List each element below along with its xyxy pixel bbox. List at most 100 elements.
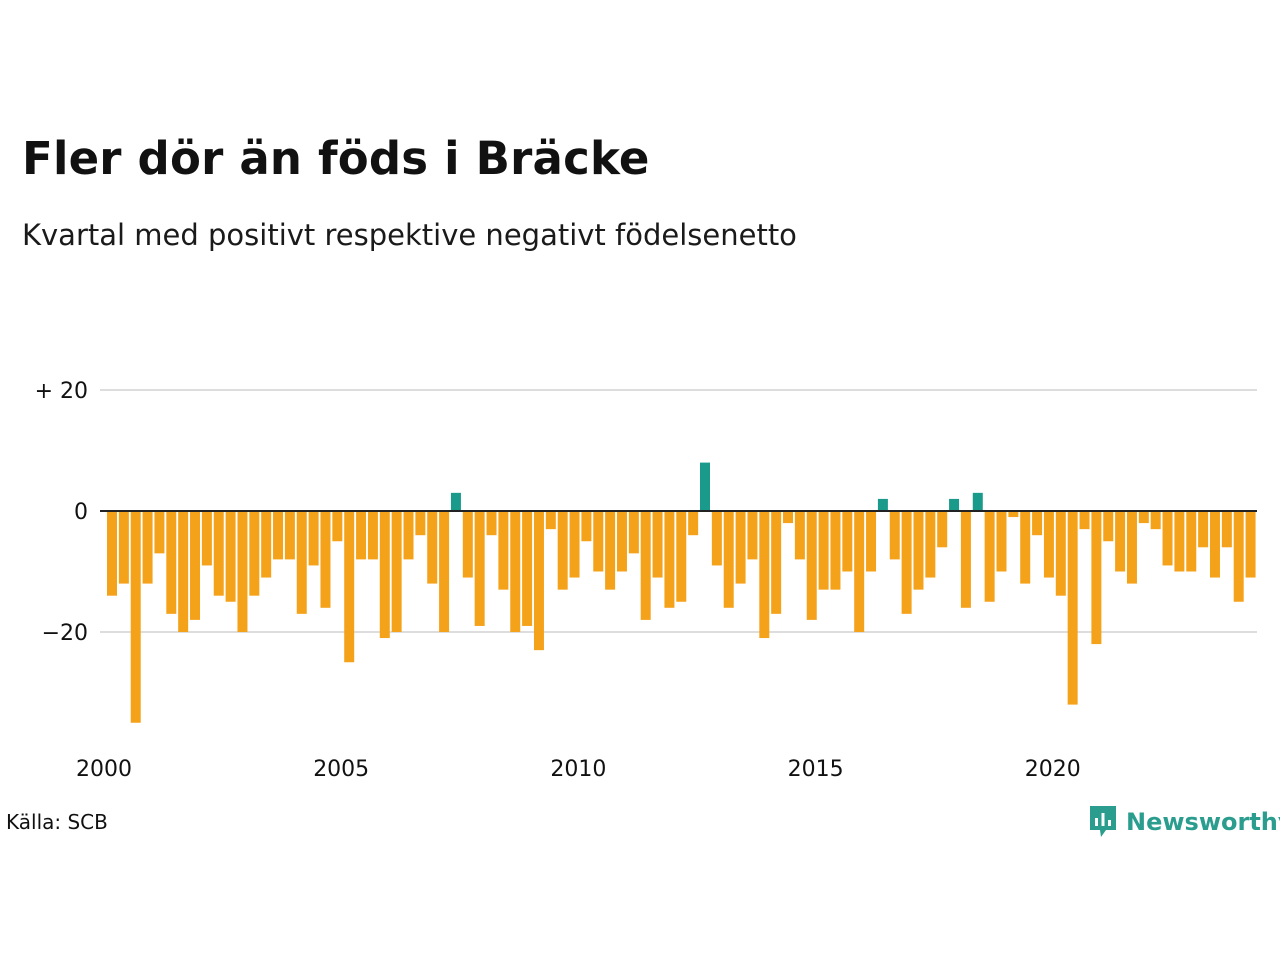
bar-2022-k2 [1162, 511, 1173, 566]
bar-2023-k2 [1209, 511, 1220, 578]
bar-2018-k3 [984, 511, 995, 602]
bar-2010-k3 [605, 511, 616, 590]
bar-2021-k3 [1126, 511, 1137, 584]
bars [107, 462, 1256, 723]
bar-2014-k1 [771, 511, 782, 614]
bar-2008-k1 [486, 511, 497, 536]
bar-2022-k3 [1174, 511, 1185, 572]
bar-2007-k2 [450, 492, 461, 511]
bar-2004-k1 [296, 511, 307, 614]
bar-2017-k2 [925, 511, 936, 578]
bar-2023-k3 [1221, 511, 1232, 548]
bar-2012-k1 [676, 511, 687, 602]
bar-2016-k2 [877, 498, 888, 511]
bar-2002-k3 [225, 511, 236, 602]
bar-2010-k1 [581, 511, 592, 542]
bar-2020-k3 [1079, 511, 1090, 530]
bar-2021-k2 [1115, 511, 1126, 572]
x-tick-label: 2015 [788, 757, 844, 782]
bar-2000-k2 [118, 511, 129, 584]
bar-2011-k1 [628, 511, 639, 554]
bar-2002-k2 [213, 511, 224, 596]
bar-2007-k1 [439, 511, 450, 632]
bar-2001-k2 [166, 511, 177, 614]
bar-2021-k1 [1103, 511, 1114, 542]
bar-2009-k1 [533, 511, 544, 651]
brand-name: Newsworthy [1126, 808, 1280, 836]
bar-2000-k1 [107, 511, 117, 596]
y-axis-ticks: + 20 0 −20 [35, 379, 88, 646]
bar-2016-k1 [866, 511, 877, 572]
y-tick-label: + 20 [35, 379, 88, 404]
x-tick-label: 2005 [313, 757, 369, 782]
bar-2009-k3 [557, 511, 568, 590]
bar-2014-k2 [783, 511, 794, 524]
bar-2010-k2 [593, 511, 604, 572]
bar-2004-k3 [320, 511, 331, 608]
bar-2016-k3 [889, 511, 900, 560]
chart-bubble-icon [1090, 806, 1116, 837]
bar-2000-k3 [130, 511, 141, 723]
y-tick-label: −20 [42, 621, 88, 646]
bar-2005-k3 [367, 511, 378, 560]
brand-logo: Newsworthy [1088, 804, 1280, 840]
bar-2017-k3 [937, 511, 948, 548]
bar-2004-k2 [308, 511, 319, 566]
grid-lines [100, 389, 1257, 633]
bar-2013-k1 [723, 511, 734, 608]
x-tick-label: 2000 [76, 757, 132, 782]
bar-2024-k1 [1245, 511, 1256, 578]
bar-2017-k1 [913, 511, 924, 590]
bar-2006-k1 [391, 511, 402, 632]
x-tick-label: 2010 [550, 757, 606, 782]
bar-2015-k1 [818, 511, 829, 590]
bar-2009-k2 [545, 511, 556, 530]
bar-2001-k4 [190, 511, 201, 620]
bar-2003-k1 [249, 511, 260, 596]
bar-2003-k3 [273, 511, 284, 560]
bar-2008-k4 [522, 511, 533, 626]
bar-2015-k2 [830, 511, 841, 590]
bar-2018-k4 [996, 511, 1007, 572]
bar-2019-k4 [1043, 511, 1054, 578]
bar-2002-k1 [201, 511, 212, 566]
bar-2001-k3 [178, 511, 189, 632]
bar-2022-k1 [1150, 511, 1161, 530]
bar-2008-k3 [510, 511, 521, 632]
chart-subtitle: Kvartal med positivt respektive negativt… [22, 218, 797, 252]
bar-2017-k4 [949, 498, 960, 511]
bar-2005-k4 [379, 511, 390, 639]
bar-2002-k4 [237, 511, 248, 632]
bar-2012-k2 [688, 511, 699, 536]
bar-2004-k4 [332, 511, 343, 542]
chart-title: Fler dör än föds i Bräcke [22, 132, 650, 185]
bar-2023-k4 [1233, 511, 1244, 602]
bar-2019-k2 [1020, 511, 1031, 584]
source-note: Källa: SCB [6, 810, 108, 834]
bar-2018-k1 [960, 511, 971, 608]
bar-2020-k2 [1067, 511, 1078, 705]
bar-2005-k1 [344, 511, 355, 663]
bar-2007-k3 [462, 511, 473, 578]
bar-2013-k3 [747, 511, 758, 560]
bar-2020-k4 [1091, 511, 1102, 645]
bar-2019-k3 [1032, 511, 1043, 536]
bar-2023-k1 [1198, 511, 1209, 548]
bar-2016-k4 [901, 511, 912, 614]
bar-2006-k4 [427, 511, 438, 584]
bar-2021-k4 [1138, 511, 1149, 524]
bar-2008-k2 [498, 511, 509, 590]
bar-2000-k4 [142, 511, 153, 584]
bar-2012-k3 [700, 462, 710, 511]
bar-2009-k4 [569, 511, 580, 578]
bar-chart: + 20 0 −20 2000 2005 2010 2015 2020 [35, 379, 1257, 782]
bar-2022-k4 [1186, 511, 1197, 572]
bar-2011-k2 [640, 511, 651, 620]
bar-2003-k4 [284, 511, 295, 560]
x-tick-label: 2020 [1025, 757, 1081, 782]
bar-2013-k2 [735, 511, 746, 584]
bar-2019-k1 [1008, 511, 1019, 518]
y-tick-label: 0 [74, 500, 88, 525]
bar-2007-k4 [474, 511, 485, 626]
bar-2015-k4 [854, 511, 865, 632]
